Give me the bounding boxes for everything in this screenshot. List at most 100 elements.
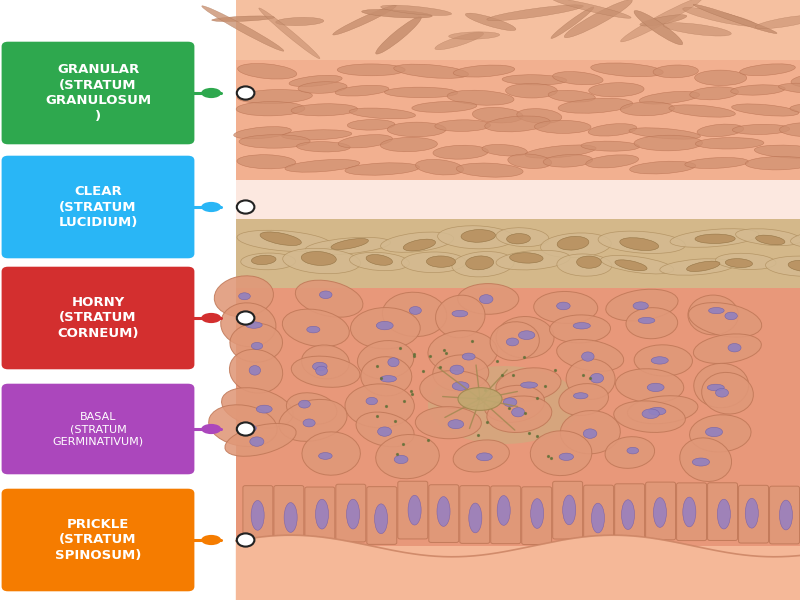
Ellipse shape [338,134,393,148]
Text: CLEAR
(STRATUM
LUCIDIUM): CLEAR (STRATUM LUCIDIUM) [58,185,138,229]
Ellipse shape [564,0,632,38]
Ellipse shape [654,497,666,527]
Ellipse shape [633,302,648,310]
Ellipse shape [630,161,696,174]
Ellipse shape [577,256,602,268]
Ellipse shape [362,10,432,18]
Ellipse shape [350,308,420,349]
Ellipse shape [718,499,730,529]
FancyBboxPatch shape [614,484,645,542]
Ellipse shape [420,371,490,409]
Ellipse shape [506,233,530,244]
Ellipse shape [496,228,549,247]
Text: HORNY
(STRATUM
CORNEUM): HORNY (STRATUM CORNEUM) [58,296,138,340]
Ellipse shape [239,134,310,148]
Ellipse shape [615,260,647,271]
Ellipse shape [295,280,363,317]
Ellipse shape [433,145,488,159]
Ellipse shape [366,254,393,265]
Ellipse shape [466,13,516,31]
Ellipse shape [246,322,262,328]
Ellipse shape [689,302,762,337]
Ellipse shape [426,256,455,267]
Ellipse shape [214,276,274,317]
Ellipse shape [559,383,609,416]
Ellipse shape [503,398,517,407]
Ellipse shape [534,120,591,133]
Ellipse shape [318,452,332,460]
Ellipse shape [291,104,358,116]
Ellipse shape [682,8,756,26]
Ellipse shape [345,384,414,428]
Ellipse shape [566,359,615,400]
Ellipse shape [331,238,369,250]
Text: PRICKLE
(STRATUM
SPINOSUM): PRICKLE (STRATUM SPINOSUM) [55,518,141,562]
Ellipse shape [472,107,523,123]
Ellipse shape [347,119,395,130]
Ellipse shape [479,295,493,304]
Ellipse shape [557,340,624,371]
Ellipse shape [715,253,776,269]
Ellipse shape [560,410,620,454]
Ellipse shape [629,128,701,139]
Ellipse shape [746,499,758,528]
Ellipse shape [450,365,464,374]
Ellipse shape [695,137,764,149]
Ellipse shape [209,405,278,446]
Ellipse shape [335,85,389,96]
Ellipse shape [788,260,800,272]
Ellipse shape [428,366,580,444]
FancyBboxPatch shape [336,484,366,542]
Ellipse shape [634,11,682,45]
Ellipse shape [790,228,800,248]
Ellipse shape [302,432,360,475]
Ellipse shape [238,64,297,79]
Ellipse shape [212,16,274,22]
Ellipse shape [437,497,450,526]
Ellipse shape [201,424,221,434]
Ellipse shape [201,535,221,545]
Ellipse shape [412,101,477,112]
FancyBboxPatch shape [677,483,706,541]
Ellipse shape [551,7,594,38]
Bar [236,180,800,219]
Ellipse shape [614,401,686,433]
Ellipse shape [458,284,518,314]
Ellipse shape [408,495,421,525]
Circle shape [237,311,254,325]
FancyBboxPatch shape [2,488,194,592]
Ellipse shape [241,253,295,270]
Ellipse shape [350,108,415,119]
Ellipse shape [456,163,523,177]
Ellipse shape [250,437,264,446]
Ellipse shape [380,137,438,152]
Ellipse shape [291,356,360,388]
Ellipse shape [559,453,574,460]
Ellipse shape [240,424,257,432]
Ellipse shape [305,238,390,254]
Ellipse shape [694,70,746,86]
Ellipse shape [581,141,639,151]
Ellipse shape [669,105,735,117]
Ellipse shape [754,145,800,158]
Circle shape [237,533,254,547]
Ellipse shape [574,393,588,399]
Ellipse shape [634,135,702,151]
FancyBboxPatch shape [2,42,194,144]
Ellipse shape [663,23,731,36]
Ellipse shape [201,313,221,323]
Ellipse shape [452,310,468,317]
Ellipse shape [201,202,221,212]
Ellipse shape [237,89,312,104]
FancyBboxPatch shape [305,487,335,545]
Ellipse shape [582,352,594,361]
Bar [236,480,800,546]
Ellipse shape [688,295,738,335]
Ellipse shape [590,63,663,77]
Ellipse shape [435,295,485,338]
Ellipse shape [234,127,291,139]
Ellipse shape [512,407,525,417]
Ellipse shape [598,231,686,253]
Ellipse shape [381,232,454,253]
Ellipse shape [453,440,510,472]
